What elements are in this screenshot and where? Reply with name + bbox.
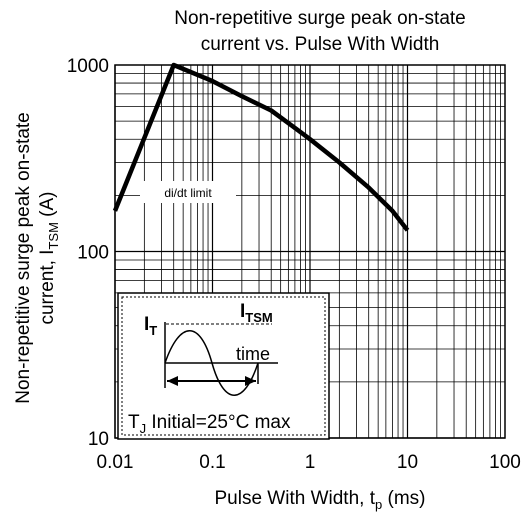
series-group: [112, 62, 410, 232]
x-axis-label-unit: (ms): [382, 488, 426, 509]
inset-footer: TJ Initial=25°C max: [128, 412, 291, 436]
inset-dashed-frame: [121, 296, 326, 436]
tick-labels: 0.01 0.1 1 10 100 10 100 1000: [67, 56, 521, 473]
y-tick-label: 1000: [67, 56, 109, 77]
di-dt-annotation: di/dt limit: [164, 186, 212, 200]
x-tick-label: 0.1: [199, 452, 225, 473]
inset-itsm-sub: TSM: [245, 310, 272, 325]
inset-it-main: I: [144, 314, 149, 335]
inset-footer-main: T: [128, 412, 140, 433]
y-tick-label: 10: [88, 429, 109, 450]
series-line: [112, 62, 410, 232]
chart-title-line1: Non-repetitive surge peak on-state: [174, 8, 466, 29]
inset-arrow-right-icon: [245, 376, 256, 386]
inset-frame: [117, 292, 330, 440]
inset-footer-sub: J: [140, 421, 147, 436]
inset-it-label: IT: [144, 314, 157, 338]
y-tick-label: 100: [77, 243, 109, 264]
annotation-bg: [140, 181, 236, 203]
x-tick-label: 1: [305, 452, 316, 473]
x-axis-label: Pulse With Width, tp (ms): [120, 488, 520, 512]
inset-box: IT ITSM time TJ Initial=25°C max: [117, 292, 330, 440]
x-tick-label: 100: [489, 452, 521, 473]
inset-it-sub: T: [149, 323, 157, 338]
x-tick-label: 10: [397, 452, 418, 473]
x-tick-label: 0.01: [97, 452, 134, 473]
inset-sine-wave: [164, 330, 259, 396]
inset-itsm-label: ITSM: [240, 301, 273, 325]
inset-time-label: time: [236, 344, 270, 364]
chart-title-line2: current vs. Pulse With Width: [200, 34, 440, 55]
x-axis-label-main: Pulse With Width, t: [214, 488, 376, 509]
inset-arrow-left-icon: [167, 376, 178, 386]
inset-footer-rest: Initial=25°C max: [146, 412, 291, 433]
inset-itsm-main: I: [240, 301, 245, 322]
x-axis-label-sub: p: [375, 496, 383, 512]
